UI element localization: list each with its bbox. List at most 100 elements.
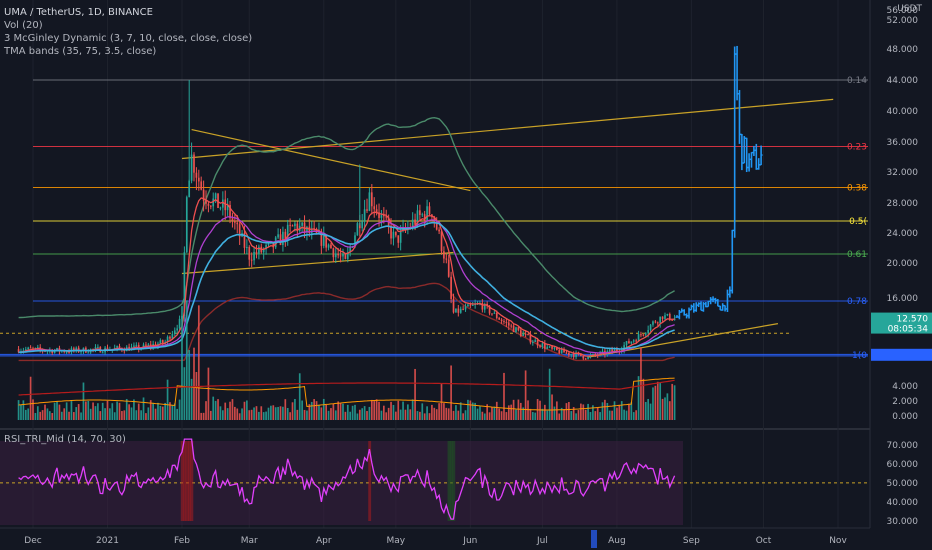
volume-bar-244 bbox=[604, 399, 606, 420]
volume-bar-140 bbox=[354, 404, 356, 420]
candle-70 bbox=[185, 195, 188, 254]
volume-bar-132 bbox=[334, 410, 337, 420]
time-tick-6: Jun bbox=[462, 536, 477, 546]
candle-179 bbox=[447, 254, 450, 278]
volume-bar-190 bbox=[474, 402, 476, 420]
rsi-zone-bar-181 bbox=[452, 441, 456, 521]
candle-80 bbox=[209, 204, 212, 210]
volume-bar-59 bbox=[159, 405, 162, 420]
price-tick-2: 48.000 bbox=[887, 45, 919, 55]
volume-bar-7 bbox=[34, 412, 37, 420]
volume-bar-35 bbox=[101, 402, 104, 420]
candle-84 bbox=[219, 206, 222, 211]
volume-bar-255 bbox=[630, 402, 633, 420]
volume-bar-107 bbox=[274, 407, 277, 420]
candle-134 bbox=[339, 247, 342, 263]
volume-bar-240 bbox=[594, 411, 597, 420]
volume-bar-85 bbox=[221, 410, 224, 420]
volume-tick-1: 2.000 bbox=[892, 397, 918, 407]
volume-bar-218 bbox=[541, 408, 544, 420]
projection-bar-25 bbox=[735, 45, 739, 101]
volume-bar-81 bbox=[212, 396, 215, 420]
symbol-legend[interactable]: UMA / TetherUS, 1D, BINANCE bbox=[4, 7, 153, 18]
volume-bar-231 bbox=[572, 407, 575, 420]
volume-bar-82 bbox=[214, 400, 217, 420]
price-tick-10: 16.000 bbox=[887, 294, 919, 304]
fib-label-0: 0.14 bbox=[847, 76, 867, 86]
time-tick-1: 2021 bbox=[96, 536, 119, 546]
candle-180 bbox=[450, 271, 452, 304]
rsi-zone-bar-70 bbox=[185, 441, 189, 521]
volume-bar-215 bbox=[534, 412, 537, 420]
time-axis[interactable]: Dec 2021 Feb Mar Apr May Jun Jul Aug Sep Oct Nov bbox=[0, 527, 932, 550]
candle-230 bbox=[570, 353, 573, 358]
tma-legend[interactable]: TMA bands (35, 75, 3.5, close) bbox=[4, 46, 157, 57]
candle-96 bbox=[248, 245, 251, 267]
candle-147 bbox=[370, 184, 373, 215]
volume-bar-57 bbox=[154, 408, 157, 420]
candle-210 bbox=[522, 330, 525, 336]
volume-bar-164 bbox=[411, 399, 414, 420]
volume-bar-199 bbox=[495, 401, 498, 420]
candle-152 bbox=[382, 207, 385, 224]
fib-retracement[interactable] bbox=[0, 79, 868, 357]
volume-bar-262 bbox=[647, 398, 650, 420]
volume-bar-98 bbox=[253, 407, 255, 420]
projection-bar-6 bbox=[689, 304, 693, 311]
volume-bar-41 bbox=[116, 401, 118, 420]
volume-bar-258 bbox=[637, 376, 640, 420]
candle-113 bbox=[289, 218, 291, 233]
candle-135 bbox=[342, 248, 344, 262]
fib-label-6: 1(0 bbox=[852, 351, 867, 361]
rsi-zone-bar-72 bbox=[190, 441, 194, 521]
volume-bar-203 bbox=[505, 412, 508, 420]
time-tick-8: Aug bbox=[608, 536, 626, 546]
volume-bar-138 bbox=[349, 411, 352, 420]
volume-bar-220 bbox=[546, 410, 549, 420]
volume-bar-257 bbox=[635, 410, 637, 420]
candle-219 bbox=[543, 340, 546, 353]
volume-bar-52 bbox=[142, 397, 145, 420]
countdown: 08:05:34 bbox=[888, 325, 929, 335]
candle-229 bbox=[568, 352, 570, 358]
candle-178 bbox=[445, 252, 448, 264]
volume-legend[interactable]: Vol (20) bbox=[4, 20, 43, 31]
volume-bar-110 bbox=[282, 406, 284, 420]
candle-205 bbox=[510, 323, 513, 329]
candle-232 bbox=[575, 350, 577, 360]
candle-217 bbox=[539, 344, 541, 349]
candle-151 bbox=[380, 210, 383, 227]
candle-204 bbox=[507, 319, 510, 331]
candle-132 bbox=[334, 246, 337, 263]
volume-bar-14 bbox=[51, 413, 54, 420]
volume-bar-72 bbox=[190, 378, 193, 420]
projection-bar-7 bbox=[692, 303, 696, 313]
volume-bar-204 bbox=[507, 405, 510, 420]
candle-90 bbox=[234, 214, 236, 230]
projection-bar-27 bbox=[740, 133, 744, 171]
volume-bar-198 bbox=[493, 406, 496, 420]
candle-98 bbox=[253, 246, 255, 265]
mcginley-legend[interactable]: 3 McGinley Dynamic (3, 7, 10, close, clo… bbox=[4, 33, 253, 44]
time-tick-10: Oct bbox=[756, 536, 772, 546]
volume-bar-79 bbox=[207, 367, 210, 420]
volume-bar-143 bbox=[361, 408, 364, 420]
candle-143 bbox=[361, 214, 364, 232]
candle-273 bbox=[673, 314, 676, 321]
volume-bar-115 bbox=[294, 399, 296, 420]
trend-lines[interactable] bbox=[181, 98, 834, 358]
volume-bar-139 bbox=[351, 405, 354, 420]
candle-203 bbox=[505, 318, 508, 328]
volume-bar-39 bbox=[111, 403, 114, 420]
volume-bar-83 bbox=[217, 399, 219, 420]
time-tick-9: Sep bbox=[683, 536, 700, 546]
time-marker bbox=[591, 530, 597, 548]
price-tick-9: 20.000 bbox=[887, 259, 919, 269]
candle-97 bbox=[250, 252, 253, 268]
volume-bar-153 bbox=[385, 412, 388, 420]
candle-149 bbox=[375, 204, 378, 216]
rsi-legend[interactable]: RSI_TRI_Mid (14, 70, 30) bbox=[4, 434, 126, 445]
volume-bar-42 bbox=[118, 402, 121, 420]
